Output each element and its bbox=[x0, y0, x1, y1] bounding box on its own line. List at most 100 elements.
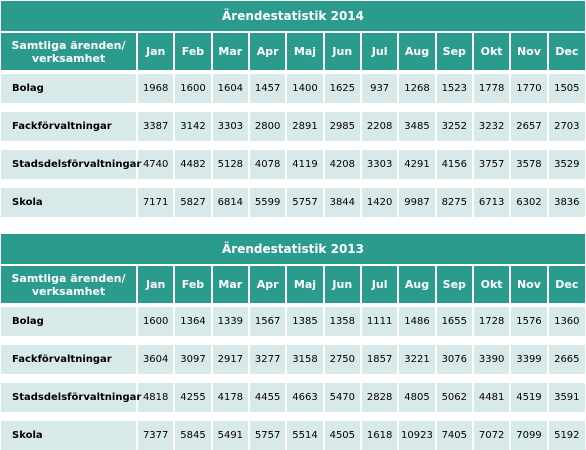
cell-value: 3578 bbox=[509, 150, 548, 179]
cell-value: 1778 bbox=[471, 74, 511, 103]
cell-value: 1505 bbox=[546, 74, 585, 103]
cell-value: 3390 bbox=[471, 345, 511, 374]
cell-value: 3485 bbox=[397, 112, 436, 141]
statistics-table: Ärendestatistik 2013 Samtliga ärenden/ v… bbox=[1, 234, 585, 450]
month-header: Jun bbox=[322, 265, 361, 303]
table-row: Stadsdelsförvaltningar 4818 4255 4178 44… bbox=[1, 383, 585, 412]
month-header: Sep bbox=[434, 265, 473, 303]
cell-value: 4208 bbox=[322, 150, 361, 179]
header-row: Samtliga ärenden/ verksamhet Jan Feb Mar… bbox=[1, 32, 585, 70]
cell-value: 4505 bbox=[322, 421, 361, 450]
cell-value: 4818 bbox=[135, 383, 175, 412]
month-header: Jul bbox=[359, 32, 399, 70]
cell-value: 3844 bbox=[322, 188, 361, 217]
cell-value: 1486 bbox=[397, 307, 436, 336]
table-row: Stadsdelsförvaltningar 4740 4482 5128 40… bbox=[1, 150, 585, 179]
cell-value: 3221 bbox=[397, 345, 436, 374]
cell-value: 5491 bbox=[210, 421, 249, 450]
month-header: Mar bbox=[210, 32, 249, 70]
cell-value: 1576 bbox=[509, 307, 548, 336]
cell-value: 3399 bbox=[509, 345, 548, 374]
cell-value: 7377 bbox=[135, 421, 175, 450]
cell-value: 5757 bbox=[247, 421, 287, 450]
cell-value: 2750 bbox=[322, 345, 361, 374]
cell-value: 2703 bbox=[546, 112, 585, 141]
cell-value: 5845 bbox=[173, 421, 212, 450]
cell-value: 5192 bbox=[546, 421, 585, 450]
cell-value: 7171 bbox=[135, 188, 175, 217]
month-header: Sep bbox=[434, 32, 473, 70]
table-title-row: Ärendestatistik 2014 bbox=[1, 1, 585, 33]
cell-value: 1968 bbox=[135, 74, 175, 103]
cell-value: 1400 bbox=[285, 74, 324, 103]
cell-value: 3277 bbox=[247, 345, 287, 374]
category-header: Samtliga ärenden/ verksamhet bbox=[1, 265, 137, 303]
cell-value: 2208 bbox=[359, 112, 399, 141]
month-header: Jan bbox=[135, 265, 175, 303]
month-header: Maj bbox=[285, 32, 324, 70]
cell-value: 7072 bbox=[471, 421, 511, 450]
cell-value: 1604 bbox=[210, 74, 249, 103]
table-row: Bolag 1968 1600 1604 1457 1400 1625 937 … bbox=[1, 74, 585, 103]
row-label: Bolag bbox=[1, 74, 137, 103]
cell-value: 8275 bbox=[434, 188, 473, 217]
month-header: Apr bbox=[247, 32, 287, 70]
cell-value: 5514 bbox=[285, 421, 324, 450]
cell-value: 4482 bbox=[173, 150, 212, 179]
cell-value: 2891 bbox=[285, 112, 324, 141]
cell-value: 10923 bbox=[397, 421, 436, 450]
cell-value: 3076 bbox=[434, 345, 473, 374]
month-header: Feb bbox=[173, 265, 212, 303]
cell-value: 2657 bbox=[509, 112, 548, 141]
cell-value: 1360 bbox=[546, 307, 585, 336]
table-title-row: Ärendestatistik 2013 bbox=[1, 234, 585, 266]
cell-value: 1618 bbox=[359, 421, 399, 450]
cell-value: 7405 bbox=[434, 421, 473, 450]
cell-value: 1600 bbox=[173, 74, 212, 103]
cell-value: 9987 bbox=[397, 188, 436, 217]
cell-value: 2665 bbox=[546, 345, 585, 374]
cell-value: 1625 bbox=[322, 74, 361, 103]
cell-value: 3303 bbox=[359, 150, 399, 179]
cell-value: 5128 bbox=[210, 150, 249, 179]
cell-value: 4291 bbox=[397, 150, 436, 179]
cell-value: 1728 bbox=[471, 307, 511, 336]
cell-value: 2828 bbox=[359, 383, 399, 412]
cell-value: 6302 bbox=[509, 188, 548, 217]
cell-value: 3604 bbox=[135, 345, 175, 374]
cell-value: 4740 bbox=[135, 150, 175, 179]
month-header: Nov bbox=[509, 32, 548, 70]
month-header: Jun bbox=[322, 32, 361, 70]
cell-value: 5062 bbox=[434, 383, 473, 412]
cell-value: 1111 bbox=[359, 307, 399, 336]
cell-value: 1655 bbox=[434, 307, 473, 336]
cell-value: 2985 bbox=[322, 112, 361, 141]
month-header: Okt bbox=[471, 32, 511, 70]
row-label: Fackförvaltningar bbox=[1, 112, 137, 141]
cell-value: 2800 bbox=[247, 112, 287, 141]
cell-value: 3158 bbox=[285, 345, 324, 374]
category-header: Samtliga ärenden/ verksamhet bbox=[1, 32, 137, 70]
cell-value: 1268 bbox=[397, 74, 436, 103]
month-header: Aug bbox=[397, 265, 436, 303]
header-row: Samtliga ärenden/ verksamhet Jan Feb Mar… bbox=[1, 265, 585, 303]
row-label: Stadsdelsförvaltningar bbox=[1, 150, 141, 179]
row-label: Skola bbox=[1, 421, 137, 450]
cell-value: 3387 bbox=[135, 112, 175, 141]
cell-value: 1770 bbox=[509, 74, 548, 103]
cell-value: 4156 bbox=[434, 150, 473, 179]
cell-value: 5599 bbox=[247, 188, 287, 217]
row-label: Bolag bbox=[1, 307, 137, 336]
cell-value: 4178 bbox=[210, 383, 249, 412]
cell-value: 1420 bbox=[359, 188, 399, 217]
cell-value: 5470 bbox=[322, 383, 361, 412]
month-header: Jan bbox=[135, 32, 175, 70]
statistics-table: Ärendestatistik 2014 Samtliga ärenden/ v… bbox=[1, 1, 585, 217]
statistics-table-2013: Ärendestatistik 2013 Samtliga ärenden/ v… bbox=[1, 234, 585, 450]
cell-value: 1457 bbox=[247, 74, 287, 103]
table-title: Ärendestatistik 2013 bbox=[1, 234, 585, 266]
cell-value: 3836 bbox=[546, 188, 585, 217]
month-header: Dec bbox=[546, 32, 585, 70]
cell-value: 6814 bbox=[210, 188, 249, 217]
cell-value: 4805 bbox=[397, 383, 436, 412]
